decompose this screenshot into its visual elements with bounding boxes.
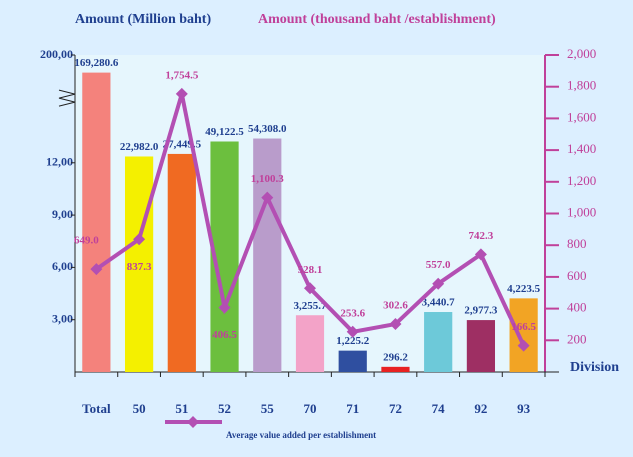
bar — [466, 320, 496, 372]
x-tick-label: 70 — [304, 401, 317, 416]
axis-break — [58, 89, 76, 107]
x-tick-label: 71 — [346, 401, 359, 416]
bar — [124, 156, 154, 372]
bar-value-label: 54,308.0 — [248, 123, 287, 135]
y-tick-label: 200,00 — [40, 47, 73, 61]
y2-tick-label: 1,200 — [567, 173, 596, 188]
bar — [295, 315, 325, 372]
y2-tick-label: 400 — [567, 300, 587, 315]
y2-axis-title: Amount (thousand baht /establishment) — [258, 12, 496, 27]
bar — [167, 153, 196, 372]
line-value-label: 302.6 — [383, 300, 408, 312]
bar — [338, 350, 367, 372]
line-value-label: 1,754.5 — [165, 69, 199, 81]
bar-value-label: 4,223.5 — [507, 283, 541, 295]
line-value-label: 166.5 — [511, 321, 536, 333]
y2-tick-label: 200 — [567, 331, 587, 346]
x-tick-label: Total — [82, 401, 111, 416]
x-tick-label: 50 — [133, 401, 146, 416]
bar — [381, 366, 410, 372]
line-marker — [517, 339, 530, 352]
bar-value-label: 3,255.7 — [294, 300, 328, 312]
y2-tick-label: 2,000 — [567, 46, 596, 61]
line-marker — [261, 191, 274, 204]
y2-tick-label: 600 — [567, 268, 587, 283]
x-axis-title: Division — [570, 360, 619, 375]
legend-marker — [187, 416, 199, 428]
y-tick-label: 9,00 — [52, 207, 73, 221]
x-tick-label: 52 — [218, 401, 231, 416]
y-tick-label: 12,00 — [46, 155, 73, 169]
x-tick-label: 72 — [389, 401, 402, 416]
line-value-label: 528.1 — [298, 264, 323, 276]
bar — [424, 312, 453, 372]
line-marker — [474, 248, 487, 261]
y-axis-title: Amount (Million baht) — [75, 12, 211, 27]
bar — [253, 138, 282, 372]
y-tick-label: 6,00 — [52, 259, 73, 273]
line-value-label: 837.3 — [127, 261, 152, 273]
bar-value-label: 3,440.7 — [422, 297, 456, 309]
y2-tick-label: 1,800 — [567, 78, 596, 93]
line-marker — [133, 233, 146, 246]
line-marker — [304, 282, 316, 295]
line-value-label: 406.5 — [212, 329, 237, 341]
line-marker — [175, 87, 188, 100]
bar-value-label: 22,982.0 — [120, 141, 159, 153]
x-tick-label: 74 — [432, 401, 446, 416]
x-tick-label: 92 — [474, 401, 487, 416]
y2-tick-label: 1,400 — [567, 141, 596, 156]
bar-value-label: 2,977.3 — [464, 305, 498, 317]
bar — [82, 72, 111, 373]
line-marker — [90, 263, 103, 276]
line-value-label: 742.3 — [469, 230, 494, 242]
line-marker — [432, 277, 445, 290]
line-marker — [389, 318, 402, 331]
line-value-label: 649.0 — [74, 235, 99, 247]
bar-value-label: 169,280.6 — [74, 57, 119, 69]
line-value-label: 1,100.3 — [251, 173, 285, 185]
line-value-label: 253.6 — [340, 307, 365, 319]
x-tick-label: 93 — [517, 401, 531, 416]
line-marker — [346, 325, 359, 338]
x-tick-label: 51 — [175, 401, 188, 416]
y2-tick-label: 1,600 — [567, 109, 596, 124]
bar-value-label: 49,122.5 — [205, 126, 244, 138]
line-marker — [218, 301, 231, 314]
bar — [509, 298, 538, 372]
legend-label: Average value added per establishment — [226, 430, 376, 440]
x-tick-label: 55 — [261, 401, 275, 416]
y2-tick-label: 800 — [567, 236, 587, 251]
bar-value-label: 296.2 — [383, 351, 408, 363]
bar-value-label: 1,225.2 — [336, 335, 370, 347]
line-value-label: 557.0 — [426, 259, 451, 271]
y2-tick-label: 1,000 — [567, 204, 596, 219]
y-tick-label: 3,00 — [52, 311, 73, 325]
